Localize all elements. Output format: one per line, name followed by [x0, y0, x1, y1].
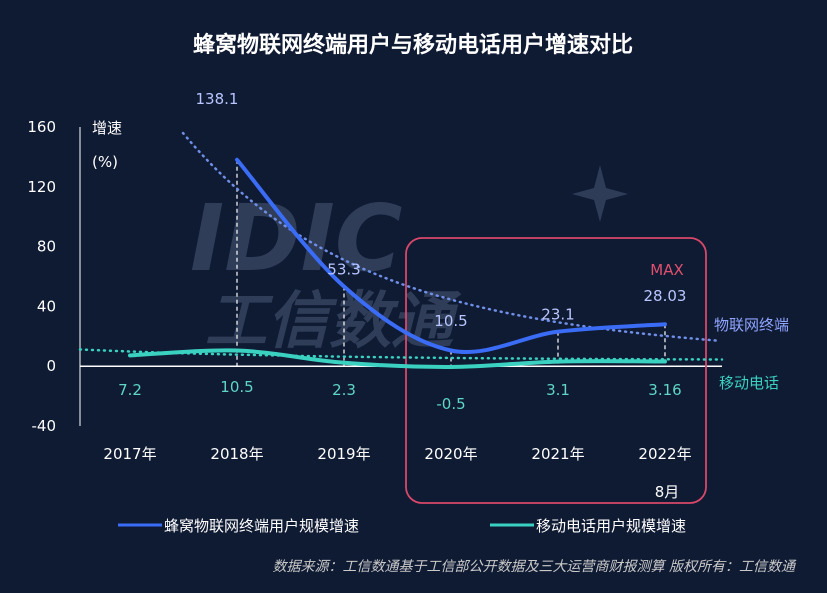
max-annotation: MAX — [650, 261, 683, 279]
data-label-mobile: 2.3 — [332, 381, 356, 399]
data-label-iot: 28.03 — [644, 287, 687, 305]
data-label-mobile: 7.2 — [118, 381, 142, 399]
y-tick-label: 80 — [37, 238, 56, 256]
data-label-iot: 138.1 — [196, 90, 239, 108]
series-line-iot — [235, 157, 667, 354]
data-labels: 138.1 53.3 10.5 23.1 28.03 7.2 10.5 2.3 -0.5 3.1 3… — [118, 90, 686, 413]
trend-line-iot — [181, 131, 719, 342]
watermark-star-icon — [572, 165, 628, 222]
y-tick-label: -40 — [32, 417, 57, 435]
data-label-mobile: 10.5 — [220, 378, 253, 396]
source-note: 数据来源：工信数通基于工信部公开数据及三大运营商财报测算 版权所有：工信数通 — [273, 559, 797, 575]
series-label-iot: 物联网终端 — [714, 316, 789, 334]
watermark-text: 工信数通 — [205, 284, 462, 357]
y-axis-unit: (%) — [92, 153, 118, 171]
watermark: IDIC 工信数通 — [190, 165, 628, 357]
watermark-logo: IDIC — [190, 185, 402, 292]
x-tick-label: 2020年 — [424, 445, 477, 463]
chart-title: 蜂窝物联网终端用户与移动电话用户增速对比 — [193, 32, 633, 58]
data-label-iot: 53.3 — [327, 261, 360, 279]
y-tick-label: 0 — [46, 357, 56, 375]
x-tick-label: 2022年 — [638, 445, 691, 463]
y-axis: 160 120 80 40 0 -40 — [27, 118, 56, 435]
x-tick-label: 2017年 — [103, 445, 156, 463]
y-tick-label: 160 — [27, 118, 56, 136]
legend: 蜂窝物联网终端用户规模增速 移动电话用户规模增速 — [118, 517, 686, 535]
highlight-box — [405, 237, 707, 504]
legend-label-mobile: 移动电话用户规模增速 — [536, 517, 686, 535]
x-tick-label: 2018年 — [210, 445, 263, 463]
data-label-mobile: 3.1 — [546, 381, 570, 399]
x-tick-label: 2019年 — [317, 445, 370, 463]
legend-label-iot: 蜂窝物联网终端用户规模增速 — [164, 517, 359, 535]
data-label-mobile: -0.5 — [436, 395, 465, 413]
data-label-iot: 23.1 — [541, 306, 574, 324]
data-label-iot: 10.5 — [434, 312, 467, 330]
series-line-mobile — [128, 348, 667, 369]
x-axis: 2017年 2018年 2019年 2020年 2021年 2022年 — [103, 445, 691, 463]
y-tick-label: 40 — [37, 297, 56, 315]
series-label-mobile: 移动电话 — [719, 374, 779, 392]
x-tick-label: 2021年 — [531, 445, 584, 463]
y-axis-label: 增速 — [92, 119, 122, 137]
x-axis-note: 8月 — [655, 483, 680, 501]
y-tick-label: 120 — [27, 178, 56, 196]
data-label-mobile: 3.16 — [648, 381, 681, 399]
series-lines — [128, 157, 667, 369]
